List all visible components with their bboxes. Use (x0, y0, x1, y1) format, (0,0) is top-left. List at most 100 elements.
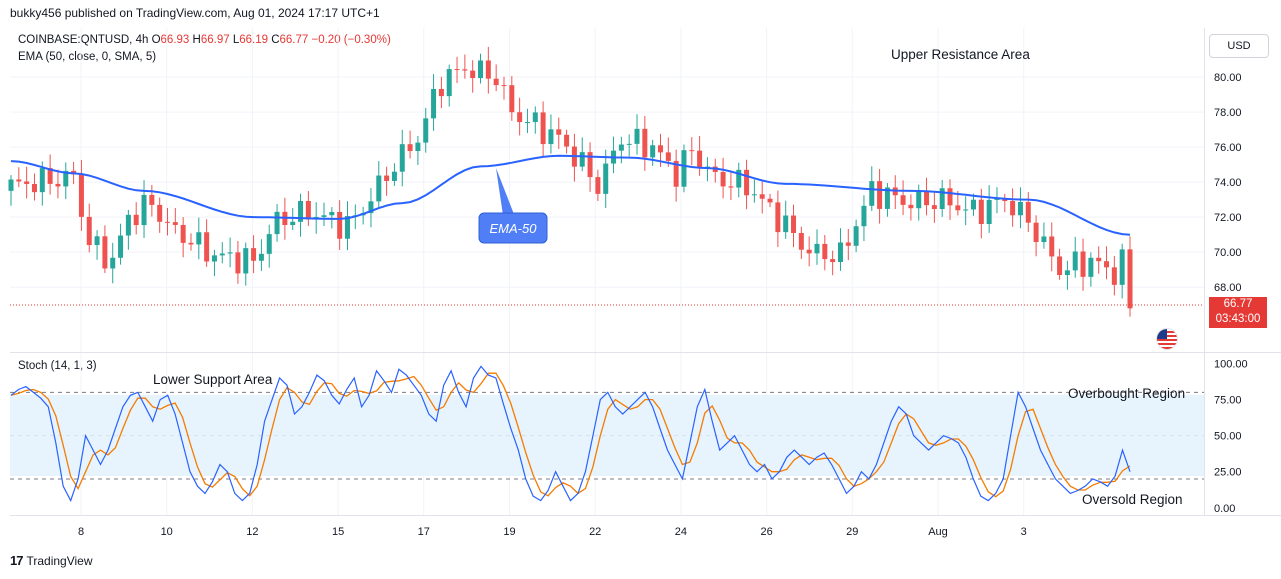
candle-body (431, 88, 437, 119)
price-tick-label: 68.00 (1214, 282, 1242, 294)
x-tick-label: Aug (928, 526, 948, 538)
candle-body (399, 144, 405, 172)
candle-body (595, 177, 601, 194)
candle-body (1017, 201, 1023, 216)
candle-body (31, 183, 37, 193)
candle-body (759, 194, 765, 199)
candle-body (39, 168, 45, 193)
change-value: −0.20 (−0.30%) (311, 34, 391, 46)
stoch-band (10, 395, 1204, 476)
tradingview-logo-icon: 17 (10, 553, 24, 568)
last-price-countdown: 03:43:00 (1215, 313, 1261, 325)
candle-body (1057, 256, 1063, 276)
candle-body (1127, 249, 1133, 309)
candle-body (728, 186, 734, 188)
stoch-tick-label: 50.00 (1214, 431, 1242, 443)
candle-body (736, 169, 742, 188)
stoch-indicator-label[interactable]: Stoch (14, 1, 3) (18, 360, 97, 372)
candlesticks (8, 46, 1133, 317)
candle-body (1025, 201, 1031, 223)
candle-body (180, 224, 186, 243)
candle-body (243, 248, 249, 274)
candle-body (1119, 249, 1125, 285)
candle-body (329, 211, 335, 216)
candle-body (337, 211, 343, 239)
lower-support-label: Lower Support Area (153, 372, 273, 387)
candle-body (501, 85, 507, 87)
candle-body (368, 201, 374, 214)
candle-body (172, 222, 178, 225)
x-tick-label: 22 (589, 526, 601, 538)
stoch-d-line (10, 372, 1131, 498)
x-tick-label: 15 (332, 526, 344, 538)
candle-body (305, 201, 311, 220)
x-tick-label: 12 (246, 526, 258, 538)
candle-body (947, 188, 953, 206)
candle-body (657, 145, 663, 153)
close-value: 66.77 (279, 34, 309, 46)
ema-50-line (10, 154, 1131, 236)
candle-body (188, 242, 194, 245)
stoch-tick-label: 0.00 (1214, 503, 1235, 515)
candle-body (407, 144, 413, 152)
candle-body (665, 152, 671, 161)
candle-body (1080, 251, 1086, 277)
candle-body (970, 199, 976, 210)
candle-body (415, 142, 421, 152)
candle-body (697, 150, 703, 168)
low-label: L (232, 34, 240, 46)
candle-body (783, 215, 789, 233)
candle-body (94, 236, 100, 246)
candle-body (86, 216, 92, 246)
candle-body (517, 112, 523, 123)
footer-brand[interactable]: 17 TradingView (10, 553, 93, 568)
candle-body (16, 179, 22, 182)
candle-body (1049, 236, 1055, 257)
candle-body (118, 235, 124, 258)
candle-body (274, 211, 280, 235)
ema50-callout-pointer (496, 168, 517, 222)
candle-body (251, 248, 257, 261)
x-tick-label: 8 (78, 526, 84, 538)
low-value: 66.19 (239, 34, 268, 46)
last-price-label: 66.77 03:43:00 (1209, 297, 1267, 328)
axis-ticks: 8 10 12 15 17 19 22 24 26 29 Aug 3 80.00 78.00 76.00 74… (78, 72, 1248, 538)
candle-body (102, 236, 108, 269)
candle-body (924, 191, 930, 206)
x-tick-label: 17 (418, 526, 430, 538)
candle-body (1072, 251, 1078, 271)
candle-body (321, 215, 327, 217)
candle-body (853, 226, 859, 246)
candle-body (916, 191, 922, 209)
stoch-tick-label: 25.00 (1214, 467, 1242, 479)
price-tick-label: 80.00 (1214, 72, 1242, 84)
candle-body (196, 232, 202, 245)
candle-body (955, 205, 961, 211)
candle-body (157, 204, 163, 222)
open-value: 66.93 (160, 34, 190, 46)
candle-body (235, 252, 241, 274)
candle-body (986, 199, 992, 224)
candle-body (78, 174, 84, 217)
candle-body (861, 205, 867, 227)
open-label: O (151, 34, 161, 46)
candle-body (689, 150, 695, 152)
candle-body (141, 194, 147, 226)
us-flag-icon[interactable] (1156, 328, 1178, 350)
ema-indicator-label[interactable]: EMA (50, close, 0, SMA, 5) (18, 51, 157, 63)
price-tick-label: 74.00 (1214, 177, 1242, 189)
overbought-label: Overbought Region (1068, 386, 1186, 401)
upper-resistance-label: Upper Resistance Area (891, 47, 1030, 62)
candle-body (204, 232, 210, 262)
x-tick-label: 19 (503, 526, 515, 538)
candle-body (219, 253, 225, 256)
currency-button[interactable]: USD (1209, 34, 1269, 58)
candle-body (587, 152, 593, 178)
price-tick-label: 72.00 (1214, 212, 1242, 224)
candle-body (634, 128, 640, 144)
x-tick-label: 29 (846, 526, 858, 538)
candle-body (376, 175, 382, 202)
candle-body (227, 252, 233, 254)
high-value: 66.97 (200, 34, 230, 46)
